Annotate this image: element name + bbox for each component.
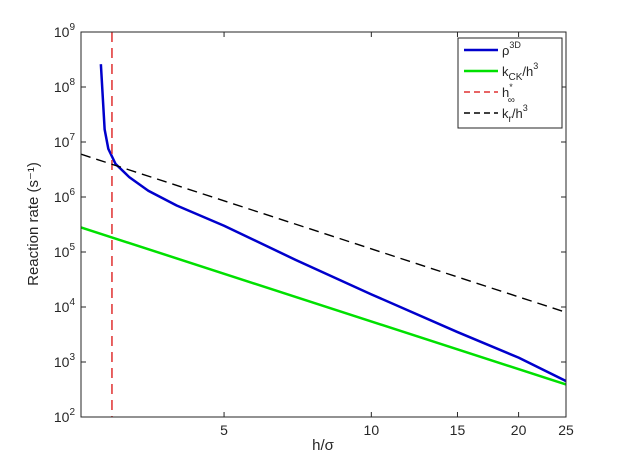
y-axis-label: Reaction rate (s⁻¹) [25,162,42,286]
y-tick-label: 104 [54,297,76,315]
legend-label-kr: kr/h3 [502,103,528,125]
legend-label-rho3d: ρ3D [502,40,521,58]
series-kr-line [81,153,566,313]
y-tick-label: 107 [54,132,76,150]
x-tick-label: 25 [558,422,574,438]
y-tick-label: 106 [54,187,76,205]
x-tick-label: 10 [364,422,380,438]
x-axis-label: h/σ [312,437,335,454]
plot-frame [80,31,567,418]
legend: ρ3D kCK/h3h* ∞kr/h3 [457,37,563,129]
x-tick-label: 20 [511,422,527,438]
legend-label-kck: kCK/h3 [502,61,538,83]
y-tick-label: 102 [54,407,76,425]
y-tick-label: 109 [54,22,76,40]
series-kck-line [81,226,566,386]
x-tick-label: 5 [220,422,228,438]
series-rho3d-line [99,64,566,383]
y-tick-label: 105 [54,242,76,260]
x-tick-label: 15 [450,422,466,438]
y-tick-label: 103 [54,352,76,370]
y-tick-label: 108 [54,77,76,95]
legend-label-hinf: h* ∞ [502,82,515,106]
